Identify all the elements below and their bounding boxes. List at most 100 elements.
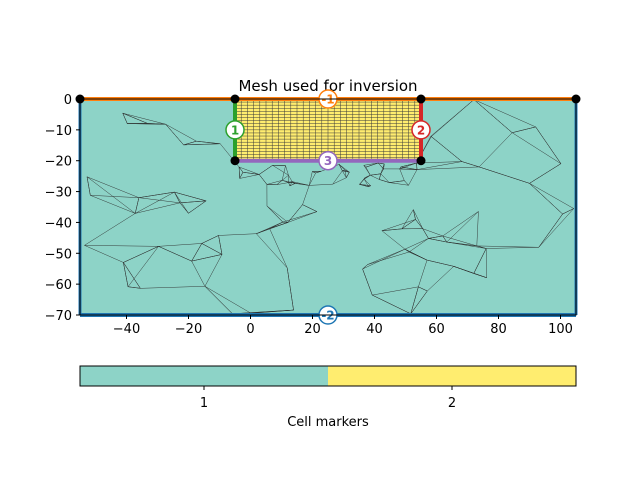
mesh-edge: [239, 172, 244, 179]
mesh-edge: [380, 168, 384, 174]
mesh-edge: [338, 164, 343, 171]
mesh-edge: [401, 219, 416, 229]
mesh-edge: [529, 183, 574, 209]
mesh-edge: [174, 191, 189, 214]
mesh-edge: [378, 162, 385, 165]
mesh-edge: [288, 181, 293, 183]
mesh-edge: [288, 175, 293, 182]
y-tick-label: −70: [45, 309, 72, 324]
boundary-label-badge: [318, 150, 338, 171]
mesh-edge: [442, 235, 447, 243]
mesh-edge: [473, 248, 487, 274]
mesh-edge: [266, 205, 284, 223]
mesh-edge: [380, 163, 385, 174]
mesh-edge: [538, 213, 563, 248]
mesh-edge: [473, 99, 536, 128]
mesh-edge: [367, 251, 410, 265]
mesh-edge: [442, 211, 479, 237]
mesh-edge: [338, 164, 350, 173]
mesh-node: [416, 156, 426, 166]
y-tick-label: −50: [45, 247, 72, 262]
colorbar-tick-label: 1: [200, 396, 208, 411]
mesh-edge: [282, 175, 289, 181]
mesh-edge: [399, 162, 417, 170]
mesh-edge: [135, 202, 181, 214]
mesh-edge: [123, 246, 159, 263]
mesh-edge: [344, 169, 347, 178]
mesh-edge: [188, 200, 207, 214]
mesh-edge: [122, 113, 128, 124]
mesh-edge: [84, 245, 124, 263]
mesh-edge: [381, 230, 406, 250]
mesh-edge: [479, 166, 530, 184]
mesh-edge: [218, 235, 223, 255]
mesh-edge: [442, 235, 477, 247]
mesh-edge: [379, 179, 390, 183]
mesh-edge: [476, 245, 487, 249]
mesh-edge: [238, 167, 240, 179]
x-tick-label: −20: [175, 322, 202, 337]
mesh-edge: [158, 243, 202, 247]
mesh-edge: [302, 185, 310, 205]
mesh-edge: [372, 286, 419, 296]
x-tick-label: 60: [428, 322, 445, 337]
triangle-mesh: [84, 99, 574, 315]
mesh-edge: [218, 233, 257, 236]
mesh-edge: [196, 140, 221, 144]
mesh-edge: [416, 163, 418, 170]
mesh-edge: [428, 235, 443, 239]
boundary-label: 2: [417, 123, 425, 137]
mesh-edge: [174, 191, 207, 202]
boundary-label-badge: [411, 120, 431, 140]
mesh-edge: [287, 211, 318, 223]
mesh-edge: [476, 211, 479, 246]
mesh-edge: [399, 168, 418, 170]
mesh-edge: [258, 174, 268, 185]
mesh-edge: [201, 243, 223, 255]
mesh-edge: [238, 166, 244, 173]
mesh-edge: [389, 180, 405, 183]
mesh-edge: [342, 170, 347, 178]
mesh-edge: [428, 238, 447, 243]
mesh-edge: [204, 286, 252, 314]
mesh-edge: [140, 286, 205, 289]
mesh-edge: [332, 170, 343, 185]
mesh-edge: [204, 286, 233, 314]
mesh-edge: [379, 173, 381, 180]
x-tick-label: 20: [304, 322, 321, 337]
mesh-edge: [408, 169, 418, 186]
mesh-edge: [359, 184, 371, 186]
mesh-edge: [400, 162, 417, 168]
mesh-edge: [416, 161, 462, 170]
mesh-edge: [84, 213, 136, 246]
mesh-edge: [309, 172, 316, 186]
mesh-edge: [315, 171, 322, 174]
mesh-edge: [201, 235, 219, 244]
mesh-edge: [476, 245, 539, 248]
colorbar-tick-label: 2: [448, 396, 456, 411]
mesh-edge: [404, 180, 409, 186]
mesh-edge: [342, 170, 350, 173]
mesh-edge: [204, 254, 223, 287]
y-tick-label: −60: [45, 278, 72, 293]
plot-frame: [79, 98, 577, 316]
mesh-edge: [122, 112, 166, 125]
mesh-edge: [399, 168, 405, 181]
mesh-edge: [404, 238, 429, 250]
mesh-edge: [529, 163, 562, 184]
mesh-edge: [363, 165, 366, 168]
mesh-edge: [370, 175, 380, 180]
mesh-edge: [256, 222, 289, 234]
mesh-edge: [90, 195, 136, 214]
mesh-edge: [269, 228, 288, 269]
mesh-edge: [122, 113, 148, 124]
mesh-edge: [165, 124, 197, 142]
mesh-edge: [359, 178, 365, 185]
mesh-edge: [446, 241, 487, 249]
mesh-edge: [179, 200, 207, 204]
mesh-edge: [289, 183, 296, 187]
mesh-edge: [272, 165, 289, 176]
mesh-edge: [84, 245, 159, 247]
